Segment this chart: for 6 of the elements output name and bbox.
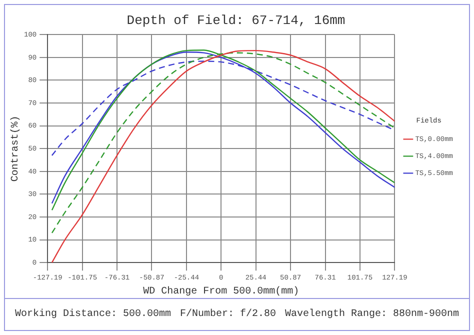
chart-title: Depth of Field: 67-714, 16mm [126,13,346,28]
text: Working Distance: 500.00mm [15,309,172,320]
text: Wavelength Range: 880nm-900nm [284,309,459,320]
text: F/Number: f/2.80 [180,309,276,320]
x-axis-title: WD Change From 500.0mm(mm) [143,286,300,298]
y-axis-title: Contrast(%) [10,116,22,182]
